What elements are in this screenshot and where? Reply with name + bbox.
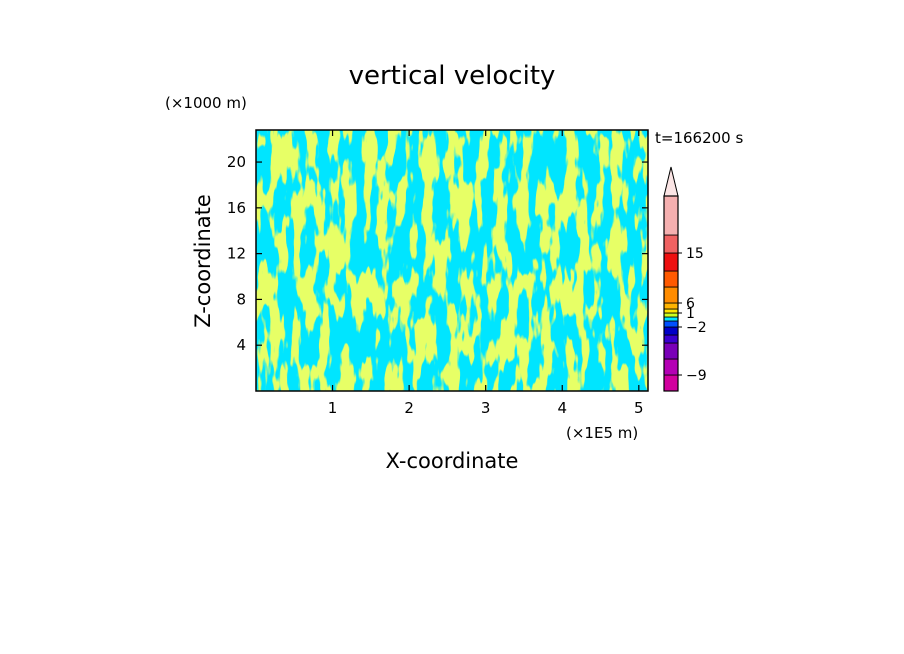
colorbar-label-3: −2 <box>686 320 707 336</box>
colorbar-level-10 <box>663 286 679 304</box>
colorbar-level-11 <box>663 270 679 288</box>
colorbar-level-2 <box>663 342 679 360</box>
plot-frame <box>255 129 649 392</box>
x-unit-label: (×1E5 m) <box>566 424 638 442</box>
colorbar-level-1 <box>663 358 679 376</box>
colorbar-level-4 <box>663 326 679 336</box>
colorbar-level-8 <box>663 308 679 314</box>
x-tick-label-3: 4 <box>557 399 567 417</box>
y-tick-label-4: 20 <box>227 153 246 171</box>
colorbar-label-1: 6 <box>686 296 695 312</box>
x-tick-label-2: 3 <box>481 399 491 417</box>
colorbar-level-0 <box>663 374 679 392</box>
x-axis: 1 2 3 4 5 <box>328 130 644 417</box>
colorbar-label-2: 1 <box>686 306 695 322</box>
x-tick-label-4: 5 <box>634 399 644 417</box>
time-label: t=166200 s <box>655 129 743 147</box>
colorbar-level-14 <box>663 195 679 236</box>
y-tick-label-3: 16 <box>227 199 246 217</box>
y-axis-label: Z-coordinate <box>191 194 215 328</box>
chart-title: vertical velocity <box>349 61 556 91</box>
colorbar-level-3 <box>663 334 679 344</box>
y-tick-label-0: 4 <box>236 336 246 354</box>
x-axis-label: X-coordinate <box>386 449 519 473</box>
colorbar-level-12 <box>663 252 679 272</box>
y-axis: 4 8 12 16 20 <box>227 153 648 354</box>
colorbar-level-9 <box>663 302 679 310</box>
velocity-field-positive <box>256 130 648 391</box>
colorbar-level-13 <box>663 234 679 254</box>
colorbar-extend-arrow <box>663 166 679 197</box>
colorbar: 15 61−2 −9 <box>663 166 707 392</box>
colorbar-level-7 <box>663 312 679 318</box>
colorbar-level-5 <box>663 320 679 328</box>
colorbar-level-6 <box>663 316 679 322</box>
colorbar-label-0: 15 <box>686 246 704 262</box>
x-tick-label-1: 2 <box>404 399 414 417</box>
y-tick-label-2: 12 <box>227 245 246 263</box>
colorbar-frame <box>663 195 679 392</box>
plot-area <box>255 129 649 392</box>
y-tick-label-1: 8 <box>236 290 246 308</box>
y-unit-label: (×1000 m) <box>165 94 247 112</box>
x-tick-label-0: 1 <box>328 399 338 417</box>
colorbar-label-4: −9 <box>686 368 707 384</box>
